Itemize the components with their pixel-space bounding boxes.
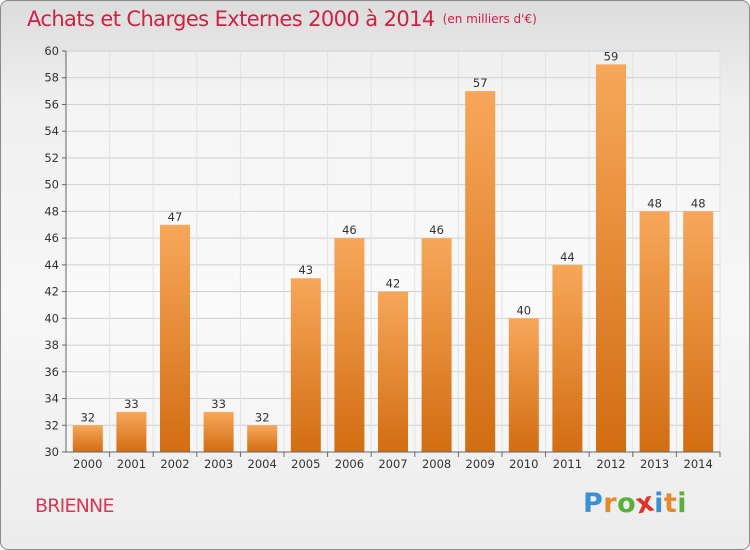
y-tick-label: 32 [44,418,59,432]
bar-2005 [290,278,321,452]
bars: 32 33 47 33 32 43 46 42 46 57 40 44 59 48 48 [72,49,714,452]
x-tick-label: 2009 [466,457,495,471]
y-tick-label: 40 [44,311,59,325]
x-tick-label: 2006 [335,457,364,471]
y-tick-label: 34 [44,392,59,406]
bar-value-label: 43 [298,263,313,277]
y-tick-label: 60 [44,44,59,58]
x-tick-label: 2011 [553,457,582,471]
x-tick-label: 2008 [422,457,451,471]
bar-value-label: 48 [691,196,706,210]
chart-subtitle: (en milliers d'€) [442,12,537,26]
x-tick-label: 2007 [378,457,407,471]
bar-value-label: 32 [255,410,270,424]
bar-2010 [508,318,539,452]
location-label: BRIENNE [35,495,114,517]
bar-2004 [247,425,278,452]
bar-2001 [116,411,147,452]
y-tick-label: 52 [44,151,59,165]
bar-2011 [552,264,583,452]
y-tick-label: 58 [44,71,59,85]
bar-value-label: 59 [604,49,619,63]
x-tick-label: 2002 [160,457,189,471]
bar-2006 [334,238,365,452]
x-tick-label: 2000 [73,457,102,471]
bar-value-label: 40 [516,303,531,317]
bar-value-label: 42 [386,277,401,291]
logo-letter: r [603,488,618,519]
bar-2008 [421,238,452,452]
bar-2012 [596,64,626,452]
bar-value-label: 32 [80,410,95,424]
bar-2013 [639,211,670,452]
bar-2002 [160,224,190,452]
x-tick-label: 2012 [596,457,625,471]
bar-2009 [465,91,496,452]
bar-2000 [72,425,103,452]
bar-value-label: 44 [560,250,575,264]
y-tick-label: 56 [44,97,59,111]
logo-letter: P [583,488,604,519]
y-tick-label: 38 [44,338,59,352]
bar-value-label: 33 [124,397,139,411]
y-tick-label: 54 [44,124,59,138]
bar-2007 [378,291,408,452]
y-tick-label: 44 [44,258,59,272]
bar-value-label: 46 [342,223,357,237]
bar-2014 [683,211,714,452]
bar-value-label: 48 [647,196,662,210]
bar-value-label: 46 [429,223,444,237]
logo-letter: t [663,488,678,519]
logo-letter: i [654,488,664,519]
bar-value-label: 57 [473,76,488,90]
proxiti-logo[interactable]: Proxiti [583,486,688,520]
chart-title-text: Achats et Charges Externes 2000 à 2014 [27,7,435,31]
x-tick-label: 2013 [640,457,669,471]
x-tick-label: 2003 [204,457,233,471]
logo-letter: i [677,488,688,519]
bar-value-label: 47 [168,210,183,224]
y-tick-label: 48 [44,204,59,218]
axes: 30 32 34 36 38 40 42 44 46 48 50 52 54 56 58 60 2000 2001… [44,44,721,471]
bar-value-label: 33 [211,397,226,411]
chart-title: Achats et Charges Externes 2000 à 2014 (e… [27,7,537,31]
y-tick-label: 50 [44,178,59,192]
x-tick-label: 2004 [248,457,277,471]
x-tick-label: 2014 [684,457,713,471]
y-tick-label: 46 [44,231,59,245]
x-tick-label: 2001 [117,457,146,471]
logo-letter: o [617,488,637,519]
bar-2003 [203,411,234,452]
x-tick-label: 2005 [291,457,320,471]
y-tick-label: 30 [44,445,59,459]
y-tick-label: 36 [44,365,59,379]
x-tick-label: 2010 [509,457,538,471]
y-tick-label: 42 [44,285,59,299]
